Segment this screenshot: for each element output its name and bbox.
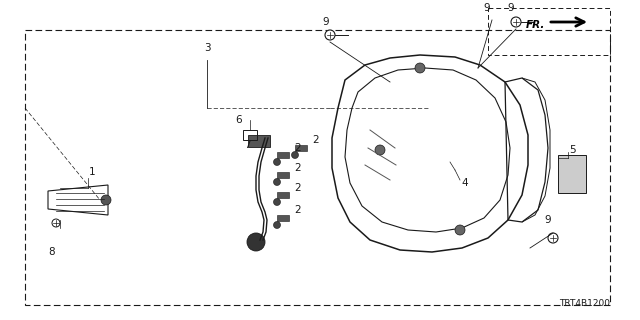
- Text: 9: 9: [545, 215, 551, 225]
- Text: 2: 2: [294, 183, 301, 193]
- Text: 3: 3: [204, 43, 211, 53]
- Bar: [243, 130, 257, 140]
- Polygon shape: [277, 215, 289, 221]
- Circle shape: [548, 233, 558, 243]
- Text: 2: 2: [294, 163, 301, 173]
- Text: 4: 4: [461, 178, 468, 188]
- Text: 2: 2: [294, 205, 301, 215]
- Circle shape: [273, 158, 280, 165]
- Text: 2: 2: [294, 143, 301, 153]
- Circle shape: [273, 198, 280, 205]
- Text: 9: 9: [508, 3, 515, 13]
- Circle shape: [375, 145, 385, 155]
- Circle shape: [247, 233, 265, 251]
- Text: 2: 2: [312, 135, 319, 145]
- Text: TRT4B1200: TRT4B1200: [559, 299, 610, 308]
- Text: 7: 7: [244, 140, 250, 150]
- Text: 9: 9: [323, 17, 330, 27]
- Circle shape: [415, 63, 425, 73]
- Circle shape: [511, 17, 521, 27]
- Polygon shape: [277, 152, 289, 158]
- Text: 1: 1: [89, 167, 95, 177]
- Circle shape: [325, 30, 335, 40]
- Circle shape: [52, 219, 60, 227]
- Bar: [248, 135, 270, 147]
- Circle shape: [273, 221, 280, 228]
- Bar: [558, 155, 586, 193]
- Circle shape: [455, 225, 465, 235]
- Circle shape: [273, 179, 280, 186]
- Text: FR.: FR.: [525, 20, 545, 30]
- Polygon shape: [295, 145, 307, 151]
- Text: 8: 8: [49, 247, 55, 257]
- Circle shape: [101, 195, 111, 205]
- Polygon shape: [277, 172, 289, 178]
- Polygon shape: [277, 192, 289, 198]
- Circle shape: [291, 151, 298, 158]
- Text: 5: 5: [569, 145, 575, 155]
- Text: 6: 6: [236, 115, 243, 125]
- Text: 9: 9: [484, 3, 490, 13]
